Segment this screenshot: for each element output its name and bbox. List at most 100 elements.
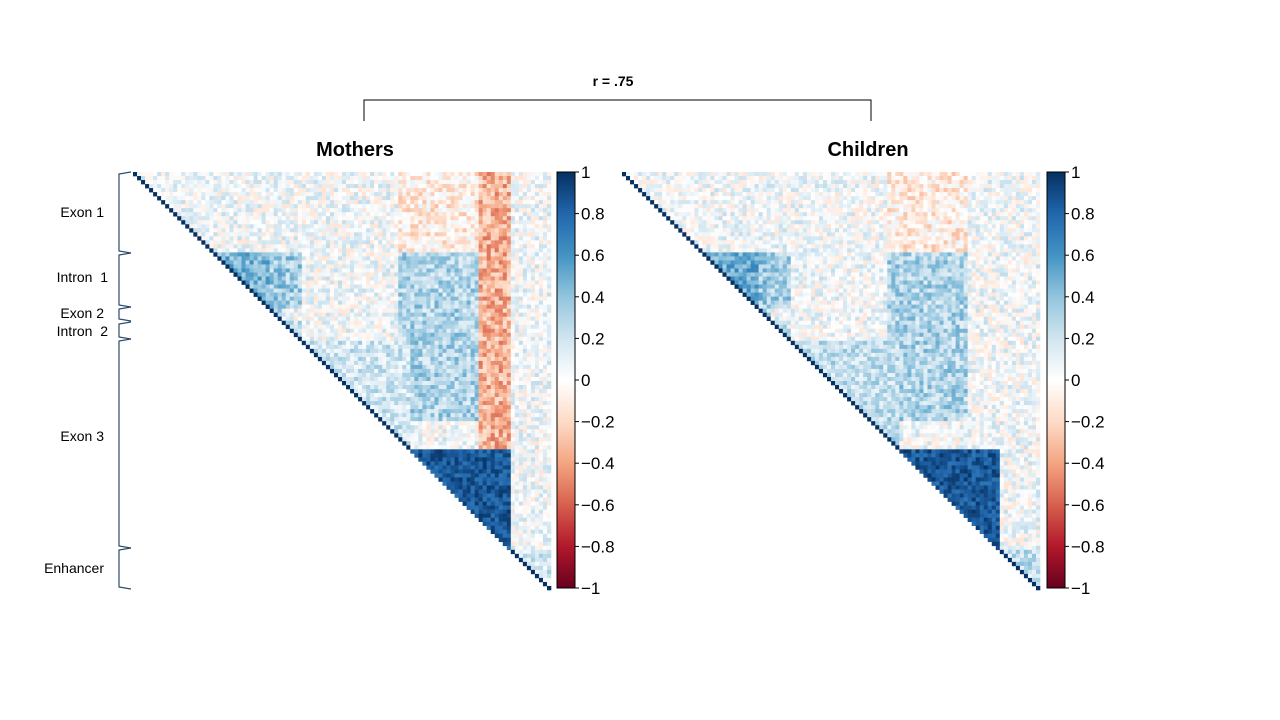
heat-cell [530,409,536,414]
heat-cell [354,328,359,334]
heat-cell [478,413,483,418]
heat-cell [197,208,202,213]
heat-cell [458,236,463,241]
heat-cell [398,176,403,181]
heat-cell [438,256,443,261]
heat-cell [309,232,315,237]
heat-cell [285,188,291,193]
heat-cell [402,413,407,418]
heat-cell [225,200,230,205]
heat-cell [362,332,367,338]
heat-cell [446,284,451,289]
heat-cell [269,208,274,213]
heat-cell [426,268,431,273]
heat-cell [478,360,483,366]
heat-cell [354,220,359,225]
heat-cell [378,405,383,410]
heat-cell [434,292,439,297]
heat-cell [410,260,415,265]
heat-cell [374,324,379,330]
heat-cell [382,324,387,330]
heat-cell [498,405,504,410]
heat-cell [153,188,158,193]
heat-cell [490,192,496,197]
heat-cell [201,232,206,237]
heat-cell [370,176,375,181]
heat-cell [382,348,387,354]
heat-cell [285,260,291,265]
heat-cell [414,224,419,229]
heat-cell [466,272,471,277]
heat-cell [478,312,483,317]
heat-cell [321,192,327,197]
heat-cell [506,304,512,309]
heat-cell [362,381,367,386]
heat-cell [237,172,242,177]
heat-cell [249,208,254,213]
heat-cell [305,332,311,338]
heat-cell [422,300,427,305]
heat-cell [538,328,544,334]
heat-cell [410,445,415,450]
heat-cell [366,328,371,334]
heat-cell [490,176,496,181]
heat-cell [229,244,234,249]
heat-cell [354,312,359,317]
heat-cell [450,389,455,394]
heat-cell [249,200,254,205]
heat-cell [374,232,379,237]
heat-cell [285,176,291,181]
heat-cell [450,200,455,205]
heat-cell [325,184,331,189]
heat-cell [418,260,423,265]
heat-cell [534,324,540,330]
heat-cell [482,405,487,410]
heat-cell [506,449,512,454]
heat-cell [498,200,504,205]
heat-cell [221,192,226,197]
heat-cell [450,284,455,289]
heat-cell [438,212,443,217]
heat-cell [446,417,451,422]
heat-cell [382,208,387,213]
heat-cell [542,200,548,205]
heat-cell [225,248,230,253]
heat-cell [526,232,532,237]
heat-cell [337,304,343,309]
heat-cell [526,441,532,446]
heat-cell [382,184,387,189]
heat-cell [438,449,443,454]
heat-cell [285,312,291,317]
heat-cell [418,433,423,438]
heat-cell [478,429,483,434]
heat-cell [530,188,536,193]
heat-cell [530,360,536,366]
heat-cell [446,252,451,257]
heat-cell [518,437,524,442]
heat-cell [446,228,451,233]
heat-cell [378,256,383,261]
heat-cell [390,192,395,197]
heat-cell [337,184,343,189]
heat-cell [502,344,508,350]
heat-cell [189,216,194,221]
heat-cell [530,272,536,277]
heat-cell [522,172,528,177]
heat-cell [538,272,544,277]
heat-cell [450,352,455,358]
heat-cell [446,348,451,354]
heat-cell [265,220,270,225]
heat-cell [329,188,335,193]
heat-cell [534,264,540,269]
heat-cell [406,212,411,217]
heat-cell [261,272,266,277]
heat-cell [358,364,363,370]
heat-cell [506,465,512,470]
heat-cell [237,256,242,261]
heat-cell [442,272,447,277]
heat-cell [542,184,548,189]
heat-cell [426,397,431,402]
heat-cell [317,208,323,213]
heat-cell [329,192,335,197]
heat-cell [366,224,371,229]
